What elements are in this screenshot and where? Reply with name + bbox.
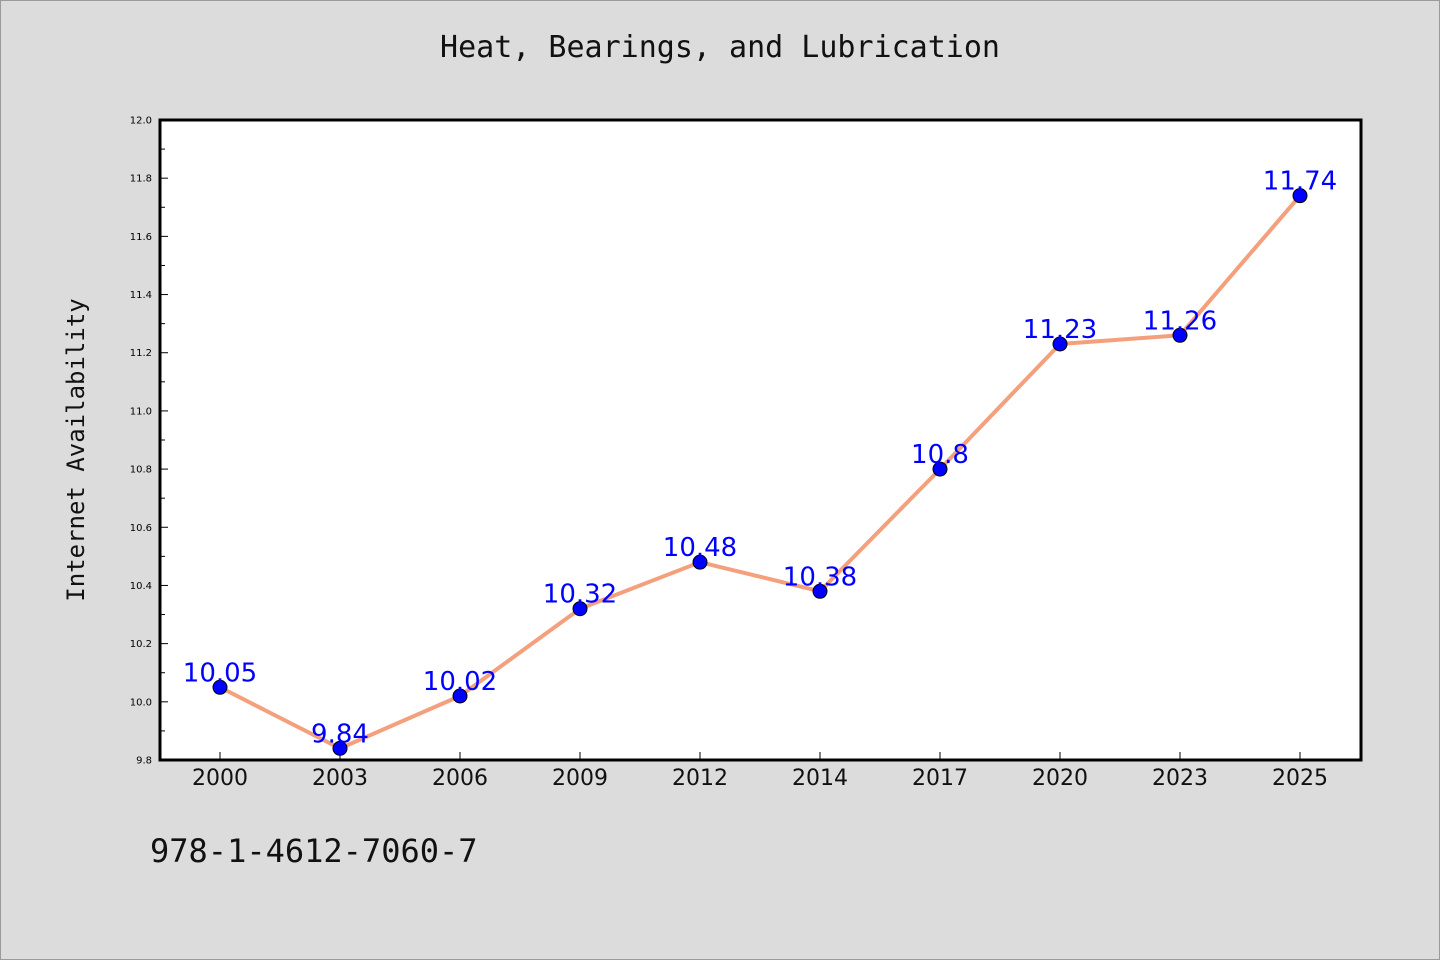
x-tick-label: 2003	[312, 766, 368, 791]
y-tick-label: 10.6	[130, 523, 152, 534]
y-tick-label: 11.2	[130, 348, 152, 359]
data-point	[692, 554, 708, 570]
x-tick-label: 2023	[1152, 766, 1208, 791]
y-tick-label: 10.4	[130, 581, 152, 592]
data-point	[1292, 188, 1308, 204]
data-label: 9.84	[311, 719, 369, 749]
series-line	[219, 194, 1302, 751]
data-label: 10.05	[183, 658, 257, 688]
data-point	[812, 583, 828, 599]
isbn-footer: 978-1-4612-7060-7	[150, 832, 478, 870]
data-point	[332, 740, 348, 756]
data-label: 10.8	[911, 440, 969, 470]
x-tick-label: 2025	[1272, 766, 1328, 791]
chart-title: Heat, Bearings, and Lubrication	[440, 30, 1000, 65]
y-tick-label: 11.6	[130, 232, 152, 243]
data-point	[212, 679, 228, 695]
y-tick-label: 10.2	[130, 639, 152, 650]
y-tick-label: 11.8	[130, 174, 152, 185]
x-tick-label: 2014	[792, 766, 848, 791]
data-point	[452, 688, 468, 704]
data-label: 11.23	[1023, 315, 1097, 345]
x-tick-label: 2012	[672, 766, 728, 791]
data-point	[572, 601, 588, 617]
data-point	[1172, 327, 1188, 343]
data-point	[1052, 336, 1068, 352]
y-tick-label: 12.0	[130, 116, 152, 127]
data-label: 10.32	[543, 580, 617, 610]
y-tick-label: 11.4	[130, 290, 152, 301]
data-label: 10.38	[783, 562, 857, 592]
data-label: 11.74	[1263, 167, 1337, 197]
y-tick-label: 10.8	[130, 465, 152, 476]
data-label: 11.26	[1143, 306, 1217, 336]
x-tick-label: 2020	[1032, 766, 1088, 791]
y-tick-label: 11.0	[130, 406, 152, 417]
x-tick-label: 2006	[432, 766, 488, 791]
x-tick-label: 2009	[552, 766, 608, 791]
x-tick-label: 2017	[912, 766, 968, 791]
data-point	[932, 461, 948, 477]
y-tick-label: 10.0	[130, 697, 152, 708]
plot-area	[158, 118, 1363, 762]
y-tick-label: 9.8	[136, 756, 152, 767]
data-label: 10.02	[423, 667, 497, 697]
data-label: 10.48	[663, 533, 737, 563]
x-tick-label: 2000	[192, 766, 248, 791]
